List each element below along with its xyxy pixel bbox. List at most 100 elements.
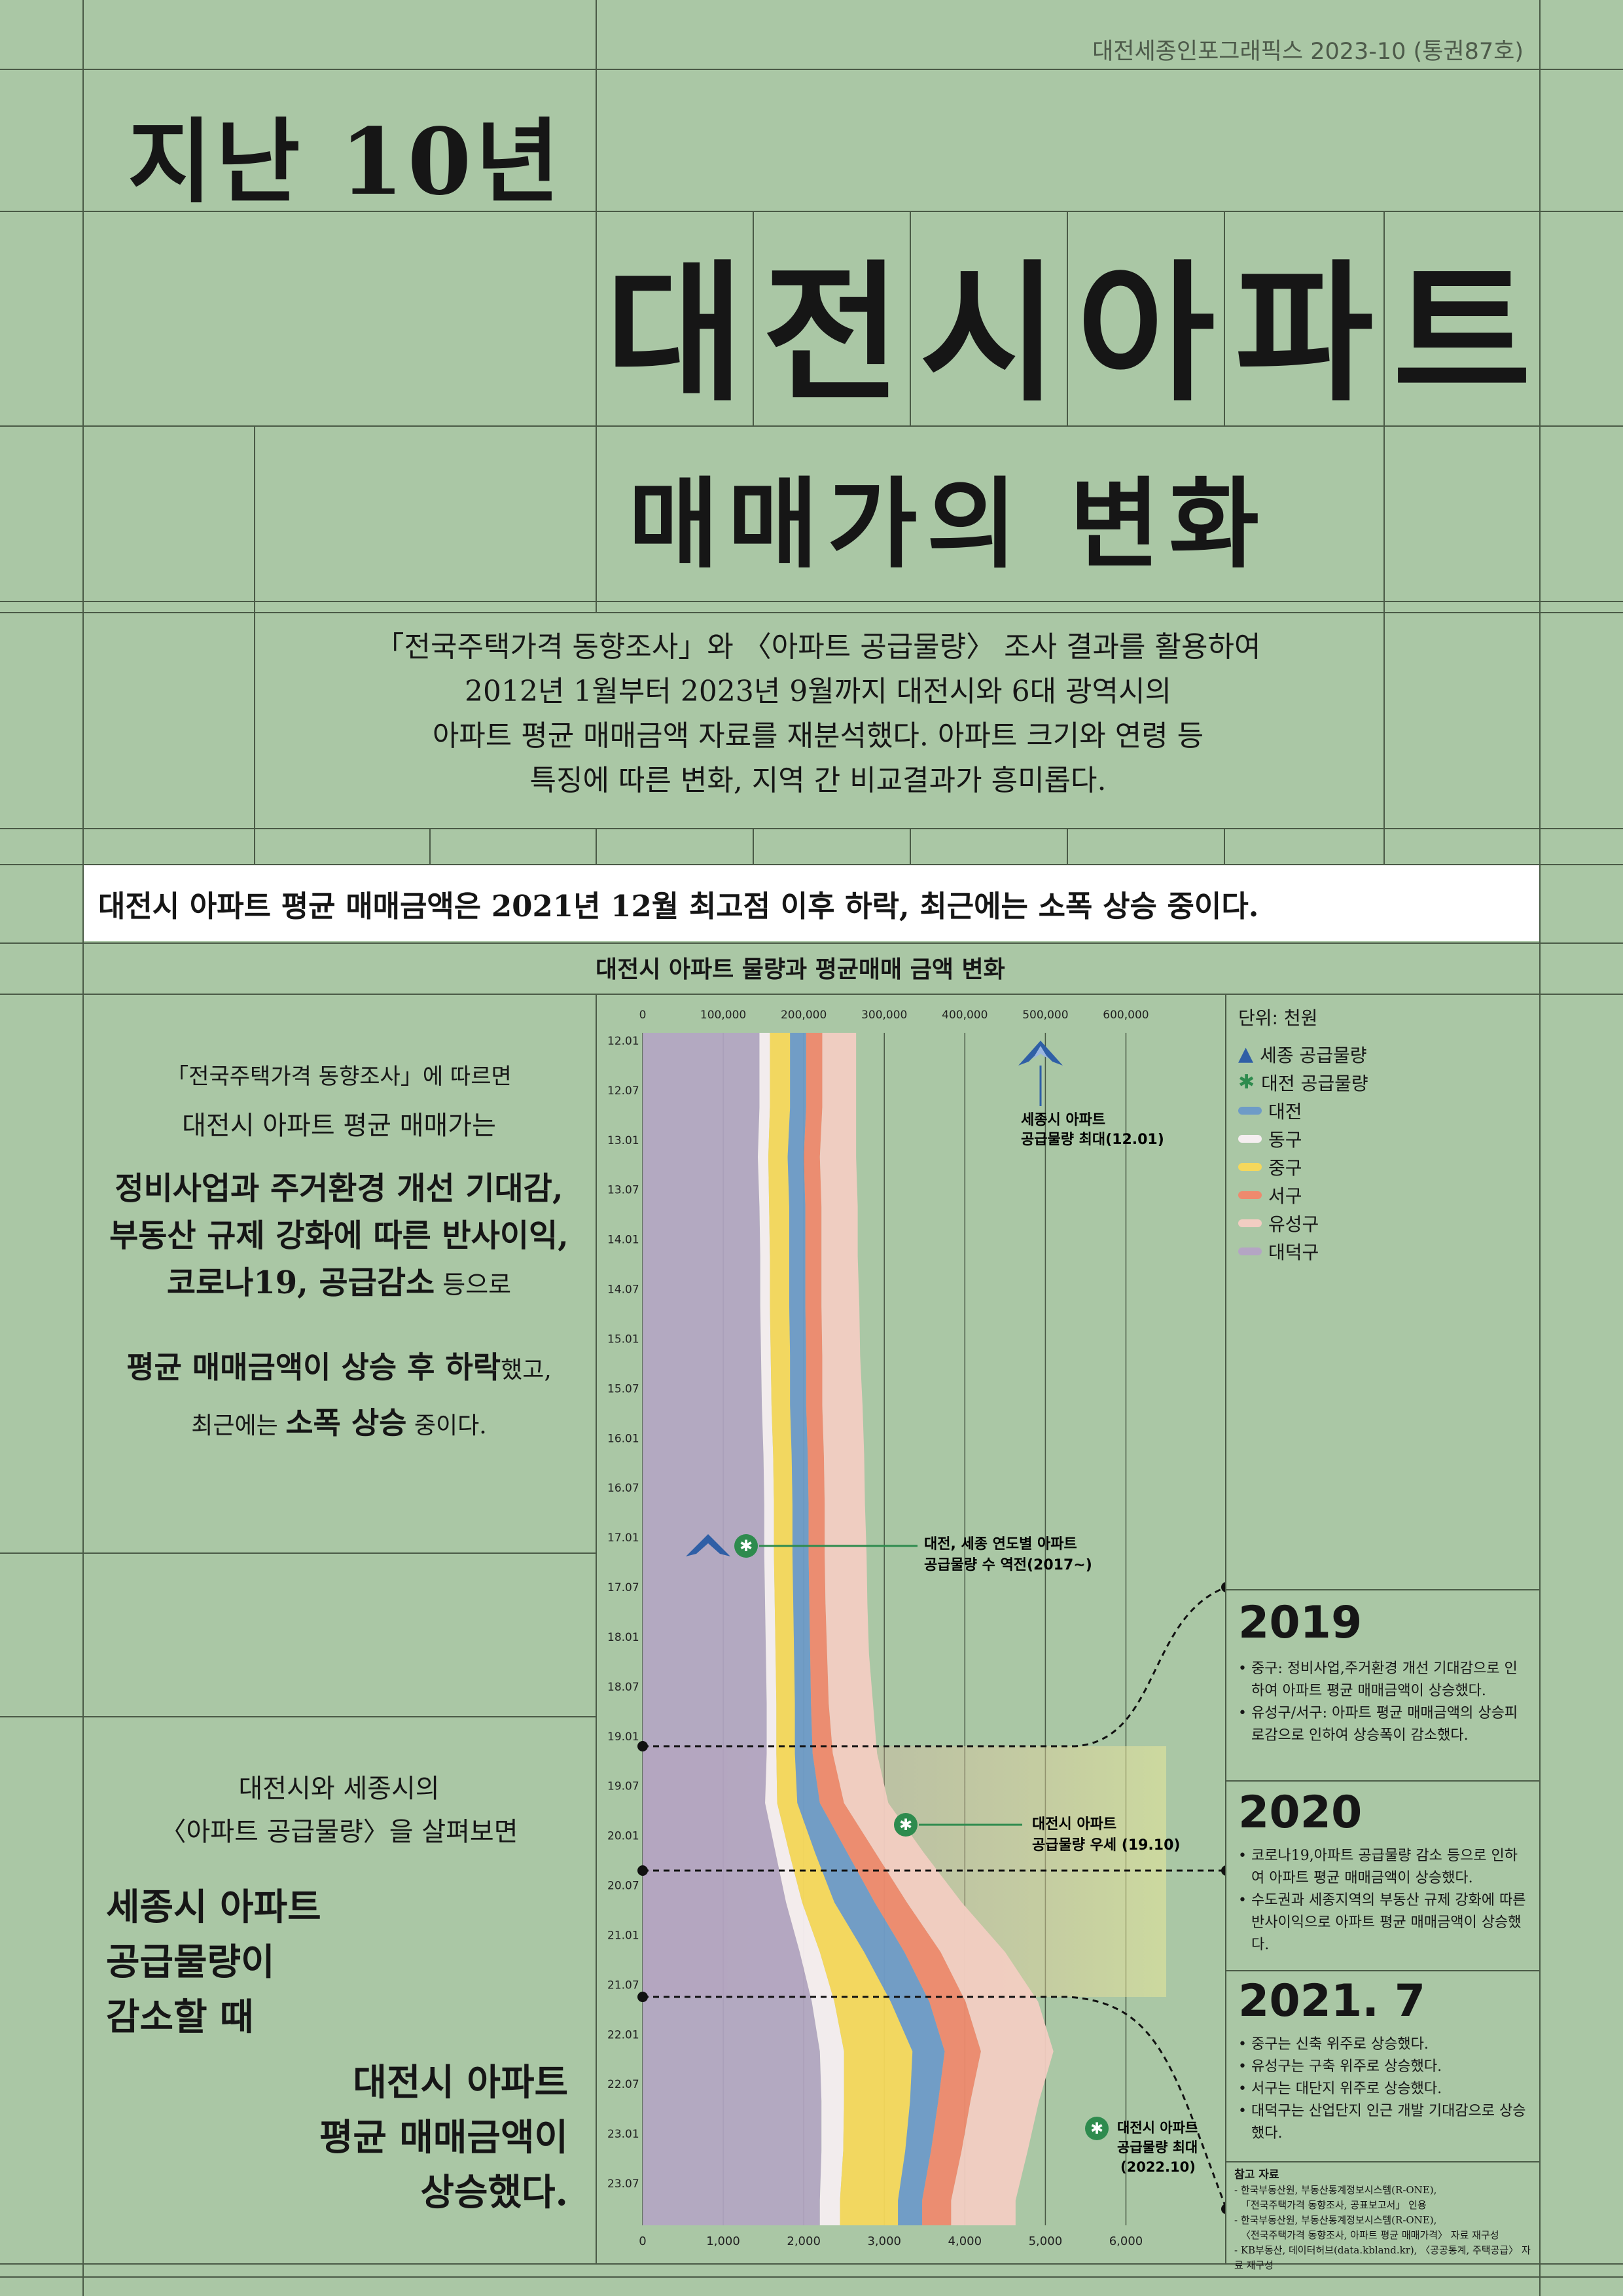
sejong-mark-icon xyxy=(686,1534,730,1556)
svg-text:✱: ✱ xyxy=(899,1816,912,1834)
grid-line xyxy=(1225,2161,1539,2162)
time-tick-label: 21.07 xyxy=(607,1979,639,1992)
legend-item: 동구 xyxy=(1238,1124,1526,1153)
note-year: 2019 xyxy=(1238,1597,1363,1649)
grid-line xyxy=(0,994,1623,995)
connector-dot xyxy=(1221,1582,1225,1592)
annotation-text: (2022.10) xyxy=(1120,2159,1196,2175)
note-item: • 서구는 대단지 위주로 상승했다. xyxy=(1238,2081,1442,2097)
emphasis: 평균 매매금액이 상승 후 하락 xyxy=(126,1350,501,1385)
text-line: 평균 매매금액이 상승 후 하락했고, xyxy=(84,1341,594,1397)
grid-line xyxy=(0,1552,596,1554)
grid-line xyxy=(1225,1589,1539,1590)
note-item: • 중구는 신축 위주로 상승했다. xyxy=(1238,2036,1429,2053)
sources-title: 참고 자료 xyxy=(1234,2168,1279,2181)
grid-line xyxy=(82,0,84,2296)
sejong-mark-icon xyxy=(1018,1041,1063,1066)
text-span: 했고, xyxy=(501,1357,552,1384)
area-중구 xyxy=(768,1033,913,2225)
text-span: 중이다. xyxy=(406,1412,487,1439)
legend-swatch xyxy=(1238,1106,1262,1115)
svg-text:✱: ✱ xyxy=(740,1537,753,1555)
legend-label: 세종 공급물량 xyxy=(1260,1044,1367,1066)
grid-line xyxy=(0,211,1623,212)
time-tick-label: 18.01 xyxy=(607,1631,639,1644)
top-tick-label: 300,000 xyxy=(861,1009,907,1022)
time-tick-label: 16.07 xyxy=(607,1482,639,1495)
svg-text:✱: ✱ xyxy=(1090,2119,1103,2138)
bottom-tick-label: 1,000 xyxy=(706,2234,740,2248)
note-item: • 유성구/서구: 아파트 평균 매매금액의 상승피로감으로 인하여 상승폭이 … xyxy=(1238,1705,1518,1744)
daejeon-mark-icon: ✱ xyxy=(734,1534,758,1558)
text-line: 평균 매매금액이 xyxy=(319,2116,568,2159)
area-대전 xyxy=(787,1033,945,2225)
area-series xyxy=(643,1033,1054,2225)
note-text: 수도권과 세종지역의 부동산 규제 강화에 따른 반사이익으로 아파트 평균 매… xyxy=(1251,1892,1526,1953)
grid-line xyxy=(254,425,255,828)
annotation-text: 세종시 아파트 xyxy=(1021,1112,1105,1128)
time-tick-label: 13.01 xyxy=(607,1134,639,1147)
title-char: 파 xyxy=(1235,247,1374,422)
note-text: 유성구/서구: 아파트 평균 매매금액의 상승피로감으로 인하여 상승폭이 감소… xyxy=(1251,1705,1518,1744)
legend-label: 유성구 xyxy=(1268,1213,1319,1235)
text-line: 감소할 때 xyxy=(106,1996,254,2039)
note-text: 코로나19,아파트 공급물량 감소 등으로 인하여 아파트 평균 매매금액이 상… xyxy=(1251,1848,1518,1886)
intro-text: 「전국주택가격 동향조사」와 〈아파트 공급물량〉 조사 결과를 활용하여 20… xyxy=(255,625,1381,803)
time-tick-label: 13.07 xyxy=(607,1184,639,1197)
chart-legend: 단위: 천원 ▲ 세종 공급물량 ✱ 대전 공급물량 대전 동구 중구 서구 유성구… xyxy=(1238,1003,1526,1265)
grid-line xyxy=(0,1716,596,1717)
connector-2019 xyxy=(643,1587,1225,1748)
emphasis: 소폭 상승 xyxy=(285,1405,407,1441)
top-tick-label: 500,000 xyxy=(1022,1009,1068,1022)
top-tick-label: 0 xyxy=(639,1009,647,1022)
grid-line xyxy=(0,601,1623,602)
grid-line xyxy=(1224,828,1225,864)
text-line: 세종시 아파트 xyxy=(106,1886,321,1929)
note-text: 중구: 정비사업,주거환경 개선 기대감으로 인하여 아파트 평균 매매금액이 … xyxy=(1251,1660,1518,1699)
text-line: 정비사업과 주거환경 개선 기대감, xyxy=(115,1170,563,1207)
time-tick-label: 22.01 xyxy=(607,2028,639,2041)
price-volume-chart: 0 100,000 200,000 300,000 400,000 500,000 600,… xyxy=(607,1009,1225,2248)
grid-line xyxy=(596,994,597,2263)
sejong-mark-icon: ▲ xyxy=(1238,1043,1254,1066)
legend-swatch xyxy=(1238,1191,1262,1199)
title-char: 전 xyxy=(762,247,901,422)
bottom-tick-label: 0 xyxy=(639,2234,646,2248)
legend-label: 서구 xyxy=(1268,1185,1302,1207)
note-text: 대덕구는 산업단지 인근 개발 기대감으로 상승했다. xyxy=(1251,2103,1526,2142)
source-line: - 한국부동산원, 부동산통계정보시스템(R-ONE), xyxy=(1234,2184,1437,2196)
title-line3: 매매가의 변화 xyxy=(628,468,1269,582)
source-line: - 한국부동산원, 부동산통계정보시스템(R-ONE), xyxy=(1234,2214,1437,2226)
grid-line xyxy=(1067,828,1068,864)
time-tick-label: 12.01 xyxy=(607,1035,639,1048)
grid-line xyxy=(1225,994,1226,2263)
grid-line xyxy=(1383,211,1385,425)
legend-swatch xyxy=(1238,1162,1262,1171)
note-list: • 중구는 신축 위주로 상승했다. • 유성구는 구축 위주로 상승했다. •… xyxy=(1238,2034,1526,2145)
grid-line xyxy=(429,828,431,864)
text-line: 대전시 아파트 평균 매매가는 xyxy=(182,1111,496,1141)
grid-line xyxy=(1383,828,1385,864)
time-tick-label: 15.07 xyxy=(607,1382,639,1395)
text-line: 공급물량이 xyxy=(106,1941,275,1984)
unit-text: 단위: 천원 xyxy=(1238,1007,1318,1029)
text-span: 등으로 xyxy=(435,1270,512,1299)
time-tick-label: 17.01 xyxy=(607,1532,639,1545)
time-tick-label: 16.01 xyxy=(607,1432,639,1445)
time-tick-label: 14.07 xyxy=(607,1283,639,1297)
intro-line: 2012년 1월부터 2023년 9월까지 대전시와 6대 광역시의 xyxy=(464,675,1171,708)
bottom-axis: 0 1,000 2,000 3,000 4,000 5,000 6,000 xyxy=(639,2234,1143,2248)
grid-line xyxy=(1067,211,1068,425)
title-char: 대 xyxy=(605,247,744,422)
time-tick-label: 23.01 xyxy=(607,2128,639,2141)
time-tick-label: 20.07 xyxy=(607,1880,639,1893)
bottom-tick-label: 5,000 xyxy=(1029,2234,1063,2248)
note-item: • 코로나19,아파트 공급물량 감소 등으로 인하여 아파트 평균 매매금액이… xyxy=(1238,1848,1518,1886)
intro-line: 특징에 따른 변화, 지역 간 비교결과가 흥미롭다. xyxy=(529,764,1107,797)
legend-item: 서구 xyxy=(1238,1181,1526,1209)
grid-line xyxy=(753,211,754,425)
legend-swatch xyxy=(1238,1134,1262,1143)
bottom-tick-label: 6,000 xyxy=(1109,2234,1143,2248)
text-line: 상승했다. xyxy=(420,2171,568,2214)
annotation-text: 공급물량 최대 xyxy=(1117,2140,1198,2155)
